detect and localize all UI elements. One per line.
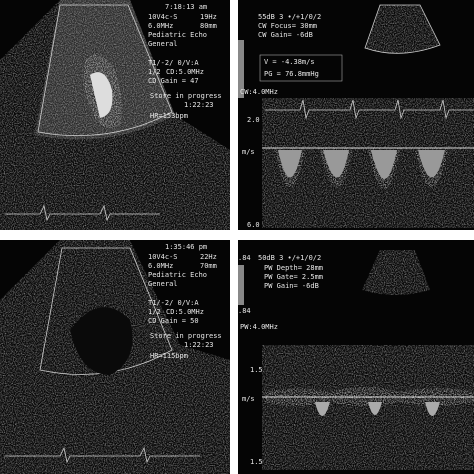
- ratio: 1/2: [148, 308, 161, 316]
- preset-sub: General: [148, 40, 178, 48]
- clock: 1:22:23: [184, 101, 214, 109]
- velocity-dip: [315, 402, 440, 416]
- panel-1-text: 55dB 3 •/+1/0/2 CW Focus= 30mm CW Gain= …: [240, 13, 321, 229]
- mode: CW:4.0MHz: [240, 88, 278, 96]
- gray-bar: [238, 265, 244, 305]
- status: Store in progress: [150, 332, 222, 340]
- mini-sector-outline: [364, 4, 441, 54]
- preset: Pediatric Echo: [148, 31, 207, 39]
- gray-bar: [238, 40, 244, 98]
- velocity-band: [265, 387, 474, 406]
- sector-outline: [37, 4, 173, 137]
- velocity-core: [278, 150, 445, 179]
- chamber: [70, 307, 133, 375]
- frame-rate: 22Hz: [200, 253, 217, 261]
- frequency: 6.0MHz: [148, 22, 173, 30]
- measure-box: [259, 54, 343, 82]
- heart-rate: HR=153bpm: [150, 112, 188, 120]
- mini-sector: [362, 250, 430, 295]
- panel-0-text: 7:18:13 am 10V4c-S 19Hz 6.0MHz 80mm Pedi…: [148, 3, 222, 120]
- status: Store in progress: [150, 92, 222, 100]
- mini-sector: [365, 5, 440, 54]
- color-flow: [90, 72, 113, 118]
- ecg-trace: [265, 99, 474, 120]
- frequency: 6.0MHz: [148, 262, 173, 270]
- bar-bottom: .84: [238, 307, 251, 315]
- cd-frequency: CD:5.0MHz: [166, 68, 204, 76]
- pressure-gradient: PG = 76.8mmHg: [264, 70, 319, 78]
- gain: 50dB 3 •/+1/0/2: [258, 254, 321, 262]
- panel-2-text: 1:35:46 pm 10V4c-S 22Hz 6.0MHz 70mm Pedi…: [148, 243, 222, 360]
- scale-bottom: 6.0: [247, 221, 260, 229]
- mode: PW:4.0MHz: [240, 323, 278, 331]
- unit: m/s: [242, 395, 255, 403]
- ratio: 1/2: [148, 68, 161, 76]
- scale-bottom: 1.5: [250, 458, 263, 466]
- scale-top: 2.0: [247, 116, 260, 124]
- focus: CW Focus= 30mm: [258, 22, 317, 30]
- probe: 10V4c-S: [148, 13, 178, 21]
- settings: T1/-2/ 0/V:A: [148, 59, 199, 67]
- unit: m/s: [242, 148, 255, 156]
- depth: 80mm: [200, 22, 217, 30]
- frame-rate: 19Hz: [200, 13, 217, 21]
- settings: T1/-2/ 0/V:A: [148, 299, 199, 307]
- spectrum: [262, 345, 474, 470]
- clock: 1:22:23: [184, 341, 214, 349]
- preset: Pediatric Echo: [148, 271, 207, 279]
- bar-top: .84: [238, 254, 251, 262]
- ecg-trace: [5, 446, 200, 464]
- pw-depth: PW Depth= 28mm: [264, 264, 323, 272]
- ecg-trace: [5, 204, 160, 222]
- time: 1:35:46 pm: [165, 243, 207, 251]
- depth: 70mm: [200, 262, 217, 270]
- scale-top: 1.5: [250, 366, 263, 374]
- cd-gain: CD Gain = 50: [148, 317, 199, 325]
- cd-gain: CD Gain = 47: [148, 77, 199, 85]
- panel-3-text: .84 50dB 3 •/+1/0/2 PW Depth= 28mm PW Ga…: [238, 254, 323, 466]
- heart-rate: HR=115bpm: [150, 352, 188, 360]
- preset-sub: General: [148, 280, 178, 288]
- pw-gate: PW Gate= 2.5mm: [264, 273, 323, 281]
- probe: 10V4c-S: [148, 253, 178, 261]
- velocity: V = -4.38m/s: [264, 58, 315, 66]
- gain: 55dB 3 •/+1/0/2: [258, 13, 321, 21]
- time: 7:18:13 am: [165, 3, 207, 11]
- cw-gain: CW Gain= -6dB: [258, 31, 313, 39]
- pw-gain: PW Gain= -6dB: [264, 282, 319, 290]
- cd-frequency: CD:5.0MHz: [166, 308, 204, 316]
